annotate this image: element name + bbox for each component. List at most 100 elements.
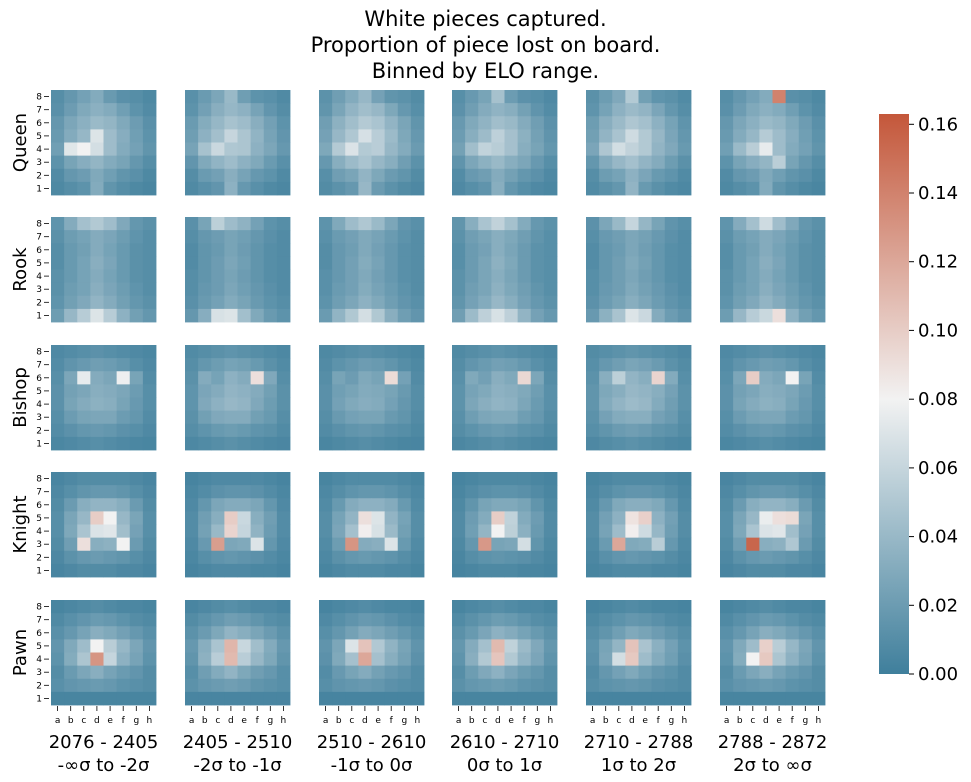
heatmap-cell: [51, 613, 65, 627]
heatmap-cell: [332, 485, 346, 499]
heatmap-cell: [785, 269, 800, 284]
heatmap-cell: [517, 217, 532, 231]
heatmap-cell: [612, 103, 626, 117]
heatmap-cell: [276, 600, 291, 614]
heatmap-cell: [733, 498, 747, 512]
heatmap-cell: [211, 243, 225, 257]
heatmap-cell: [504, 563, 519, 578]
heatmap-cell: [77, 639, 91, 653]
heatmap-cell: [599, 230, 613, 244]
heatmap-cell: [543, 485, 558, 499]
heatmap-cell: [465, 371, 479, 385]
heatmap-cell: [478, 358, 492, 372]
heatmap-cell: [358, 485, 372, 499]
heatmap-cell: [517, 537, 532, 552]
heatmap-cell: [345, 511, 359, 525]
heatmap-cell: [517, 90, 532, 104]
heatmap-cell: [491, 142, 505, 157]
file-tick-label: a: [456, 716, 462, 726]
heatmap-cell: [465, 472, 479, 486]
heatmap-cell: [142, 524, 157, 539]
heatmap-cell: [504, 410, 519, 425]
heatmap-cell: [358, 358, 372, 372]
heatmap-cell: [103, 168, 118, 183]
heatmap-cell: [798, 397, 813, 412]
file-tick-label: g: [534, 716, 540, 726]
heatmap-cell: [651, 295, 666, 310]
heatmap-cell: [224, 436, 238, 451]
heatmap-cell: [491, 282, 505, 297]
heatmap-cell: [517, 282, 532, 297]
heatmap-cell: [599, 639, 613, 653]
rank-tick-label: 1: [36, 694, 42, 704]
heatmap-cell: [64, 472, 78, 486]
heatmap-cell: [211, 639, 225, 653]
heatmap-cell: [746, 410, 760, 425]
heatmap-cell: [77, 626, 91, 640]
heatmap-cell: [358, 511, 372, 525]
heatmap-cell: [90, 103, 104, 117]
heatmap-cell: [345, 129, 359, 143]
heatmap-cell: [397, 142, 412, 157]
heatmap-cell: [759, 423, 773, 438]
heatmap-cell: [276, 155, 291, 170]
file-tick-label: a: [323, 716, 329, 726]
heatmap-cell: [384, 691, 399, 706]
heatmap-cell: [664, 90, 679, 104]
file-tick-label: c: [750, 716, 755, 726]
heatmap-cell: [759, 678, 773, 693]
heatmap-cell: [185, 626, 199, 640]
heatmap-cell: [811, 410, 826, 425]
heatmap-cell: [811, 652, 826, 667]
heatmap-cell: [358, 256, 372, 270]
heatmap-cell: [746, 691, 760, 706]
heatmap-cell: [746, 358, 760, 372]
heatmap-cell: [410, 639, 425, 653]
heatmap-cell: [599, 116, 613, 130]
heatmap-cell: [759, 436, 773, 451]
heatmap-cell: [384, 397, 399, 412]
heatmap-cell: [384, 524, 399, 539]
heatmap-cell: [129, 142, 144, 157]
heatmap-cell: [263, 485, 278, 499]
heatmap-cell: [371, 665, 386, 680]
heatmap-cell: [517, 168, 532, 183]
heatmap-cell: [410, 423, 425, 438]
heatmap-cell: [543, 665, 558, 680]
heatmap-cell: [142, 269, 157, 284]
heatmap-cell: [625, 639, 639, 653]
heatmap-cell: [759, 626, 773, 640]
rank-tick-label: 8: [36, 93, 42, 103]
heatmap-cell: [276, 103, 291, 117]
heatmap-cell: [332, 358, 346, 372]
heatmap-cell: [142, 613, 157, 627]
heatmap-cell: [319, 485, 333, 499]
heatmap-cell: [358, 129, 372, 143]
file-tick-label: h: [816, 716, 822, 726]
heatmap-cell: [211, 181, 225, 196]
heatmap-cell: [543, 358, 558, 372]
heatmap-cell: [625, 269, 639, 284]
heatmap-cell: [517, 410, 532, 425]
file-tick-label: c: [215, 716, 220, 726]
heatmap-cell: [90, 90, 104, 104]
heatmap-cell: [798, 652, 813, 667]
heatmap-cell: [371, 384, 386, 398]
heatmap-cell: [384, 308, 399, 323]
file-tick-label: d: [228, 716, 234, 726]
heatmap-cell: [371, 269, 386, 284]
heatmap-cell: [543, 282, 558, 297]
heatmap-cell: [733, 397, 747, 412]
heatmap-cell: [116, 269, 131, 284]
heatmap-cell: [465, 358, 479, 372]
heatmap-cell: [237, 308, 252, 323]
heatmap-cell: [772, 384, 787, 398]
heatmap-cell: [371, 652, 386, 667]
heatmap-cell: [142, 511, 157, 525]
heatmap-cell: [51, 282, 65, 297]
heatmap-cell: [785, 384, 800, 398]
heatmap-cell: [198, 524, 212, 539]
rank-tick-label: 7: [36, 233, 42, 243]
heatmap-cell: [250, 639, 265, 653]
heatmap-cell: [397, 256, 412, 270]
